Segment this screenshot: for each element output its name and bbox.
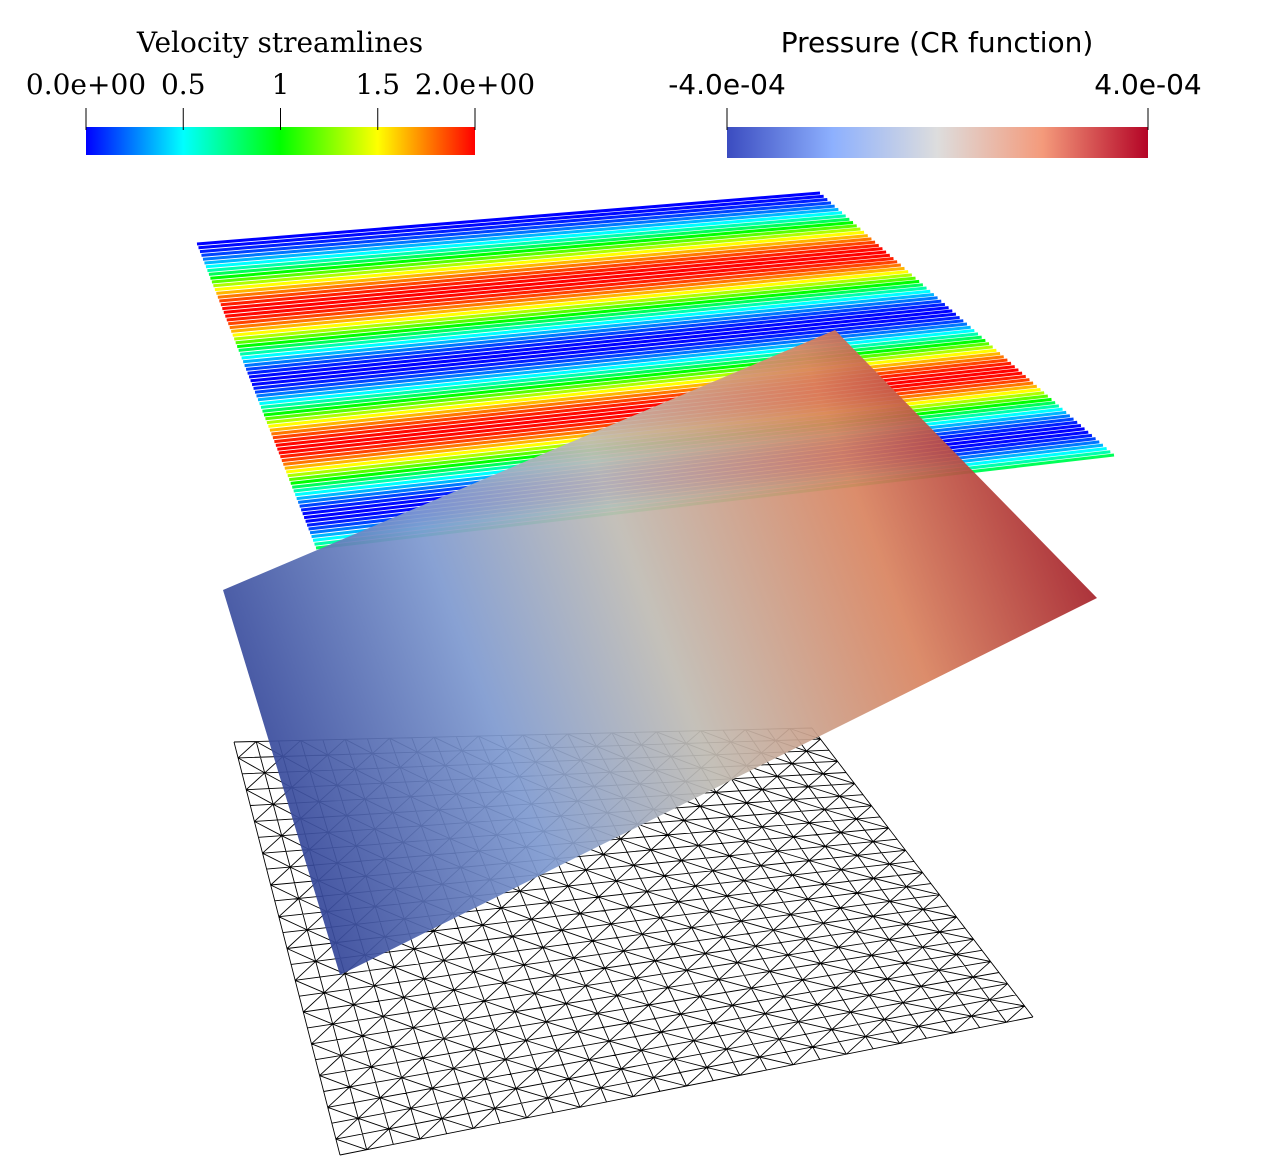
- colorbar: [86, 127, 475, 155]
- streamline: [245, 299, 942, 371]
- streamline: [237, 279, 920, 349]
- streamline: [259, 329, 975, 406]
- streamline: [216, 234, 868, 295]
- streamline: [211, 224, 857, 284]
- streamline: [226, 257, 894, 322]
- streamline: [275, 365, 1015, 447]
- colorbar-tick-label: 1: [272, 68, 290, 101]
- streamline: [202, 204, 835, 261]
- streamline: [269, 351, 1001, 432]
- streamline: [272, 358, 1008, 440]
- streamline: [204, 207, 839, 265]
- colorbar-tick-label: 0.5: [161, 68, 206, 101]
- streamline: [219, 240, 876, 303]
- streamline: [223, 250, 887, 314]
- colorbar-tick-label: 0.0e+00: [26, 68, 146, 101]
- colorbar-title: Velocity streamlines: [136, 26, 423, 59]
- streamline: [247, 302, 946, 375]
- streamline: [253, 315, 960, 390]
- colorbars: Velocity streamlines 0.0e+00 0.5 1 1.5 2.0e+0…: [26, 26, 1202, 158]
- streamline: [238, 283, 924, 352]
- colorbar: [727, 127, 1148, 158]
- streamline: [251, 312, 957, 387]
- pressure-surface: [223, 330, 1097, 975]
- streamline: [199, 198, 828, 254]
- streamline: [241, 289, 931, 360]
- streamline: [268, 348, 997, 428]
- streamline: [242, 293, 935, 364]
- streamline: [214, 230, 865, 292]
- streamline: [254, 319, 964, 394]
- streamline: [208, 217, 850, 276]
- colorbar-tick-label: -4.0e-04: [668, 68, 786, 101]
- streamline: [225, 253, 890, 318]
- streamline: [256, 322, 968, 398]
- streamline: [232, 270, 909, 337]
- colorbar-title: Pressure (CR function): [781, 26, 1094, 59]
- streamline: [244, 296, 938, 368]
- streamline: [198, 194, 824, 250]
- colorbar-tick-label: 2.0e+00: [415, 68, 535, 101]
- streamline: [217, 237, 872, 299]
- streamline: [262, 335, 982, 413]
- streamline: [201, 201, 832, 257]
- streamline: [263, 338, 986, 417]
- colorbar-tick-label: 1.5: [355, 68, 400, 101]
- streamline: [260, 332, 979, 409]
- streamline: [248, 306, 949, 379]
- streamline: [196, 191, 821, 246]
- colorbar-tick-label: 4.0e-04: [1094, 68, 1202, 101]
- streamline: [235, 276, 916, 345]
- streamline: [228, 260, 898, 326]
- streamline: [207, 214, 846, 273]
- streamline: [239, 286, 927, 356]
- streamline: [222, 247, 883, 311]
- streamline: [231, 266, 905, 333]
- streamline: [266, 345, 993, 425]
- streamline: [220, 243, 879, 307]
- streamline: [205, 211, 843, 269]
- streamline: [210, 220, 854, 280]
- streamline: [274, 361, 1012, 444]
- streamline: [271, 355, 1004, 436]
- streamline: [229, 263, 901, 330]
- streamline: [234, 273, 913, 341]
- streamline: [250, 309, 953, 383]
- streamline: [257, 325, 971, 402]
- streamline: [265, 342, 990, 421]
- streamline: [213, 227, 861, 288]
